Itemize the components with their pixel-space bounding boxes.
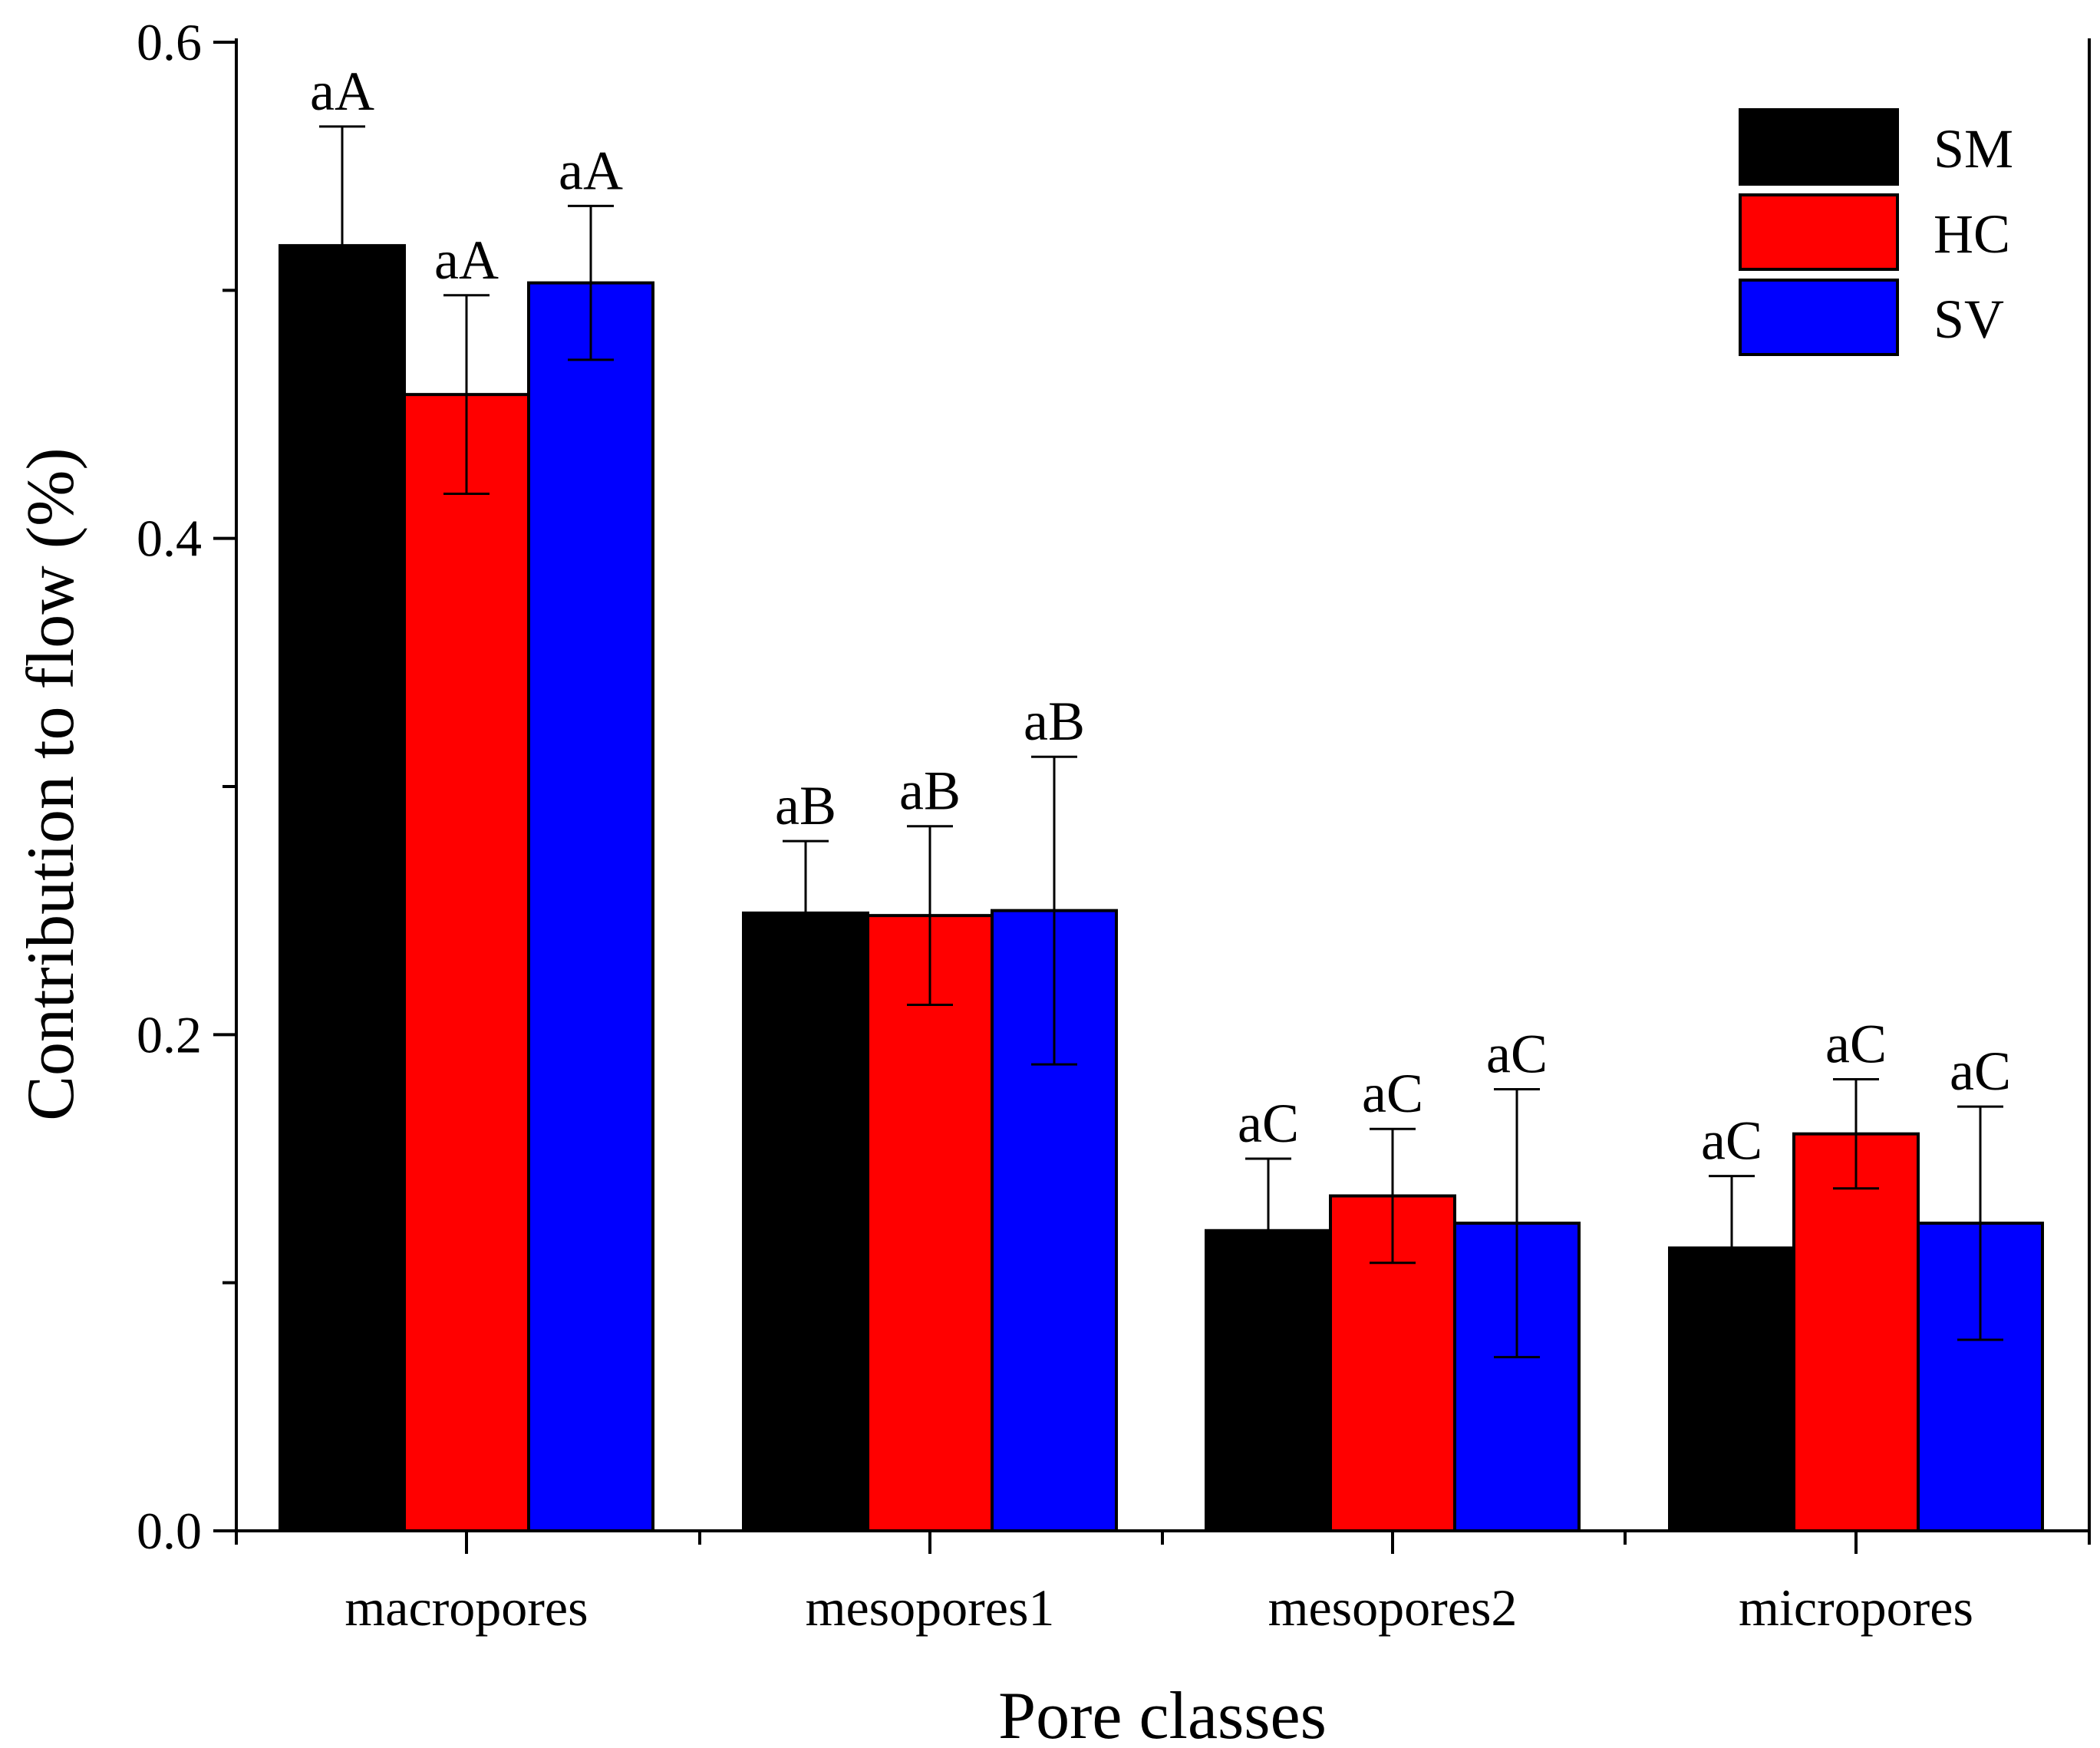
bar-sv-macropores — [527, 281, 654, 1533]
bars-layer — [279, 125, 2044, 1533]
y-tick-label-0.2: 0.2 — [137, 1005, 202, 1064]
significance-label-sv-micropores: aC — [1950, 1041, 2011, 1102]
significance-label-sv-mesopores2: aC — [1486, 1023, 1548, 1084]
legend-swatch-sv — [1739, 279, 1899, 356]
bar-hc-macropores — [403, 393, 530, 1533]
bar-sm-mesopores1 — [742, 911, 869, 1532]
significance-label-hc-mesopores2: aC — [1362, 1063, 1423, 1124]
significance-label-sv-mesopores1: aB — [1024, 691, 1085, 752]
x-tick-label-micropores: micropores — [1739, 1578, 1973, 1637]
x-tick-label-mesopores1: mesopores1 — [806, 1578, 1055, 1637]
legend-swatch-sm — [1739, 108, 1899, 186]
bar-hc-micropores — [1792, 1132, 1920, 1532]
bar-sm-macropores — [279, 244, 406, 1533]
legend-label-sm: SM — [1934, 118, 2013, 180]
legend-label-sv: SV — [1934, 289, 2004, 350]
significance-label-hc-macropores: aA — [434, 229, 499, 291]
significance-label-sm-mesopores1: aB — [775, 775, 836, 836]
significance-label-hc-micropores: aC — [1825, 1014, 1887, 1075]
y-tick-label-0.6: 0.6 — [137, 13, 202, 71]
significance-label-hc-mesopores1: aB — [899, 760, 961, 822]
ticks-layer — [213, 41, 2091, 1554]
x-tick-label-mesopores2: mesopores2 — [1268, 1578, 1518, 1637]
legend-label-hc: HC — [1934, 203, 2010, 265]
labels-layer: aA aA aA macropores aB aB aB mesopores1 aC aC aC me… — [137, 13, 2011, 1637]
significance-label-sv-macropores: aA — [559, 140, 623, 201]
significance-label-sm-mesopores2: aC — [1238, 1093, 1299, 1154]
y-tick-label-0.0: 0.0 — [137, 1502, 202, 1560]
significance-label-sm-macropores: aA — [310, 61, 374, 122]
y-tick-label-0.4: 0.4 — [137, 510, 202, 568]
bar-hc-mesopores1 — [866, 914, 994, 1532]
legend-swatch-hc — [1739, 193, 1899, 271]
legend: SM HC SV — [1739, 108, 2013, 356]
x-axis-title: Pore classes — [998, 1679, 1327, 1748]
significance-label-sm-micropores: aC — [1701, 1110, 1762, 1172]
x-tick-label-macropores: macropores — [345, 1578, 588, 1637]
y-axis-title: Contribution to flow (%) — [14, 447, 88, 1120]
